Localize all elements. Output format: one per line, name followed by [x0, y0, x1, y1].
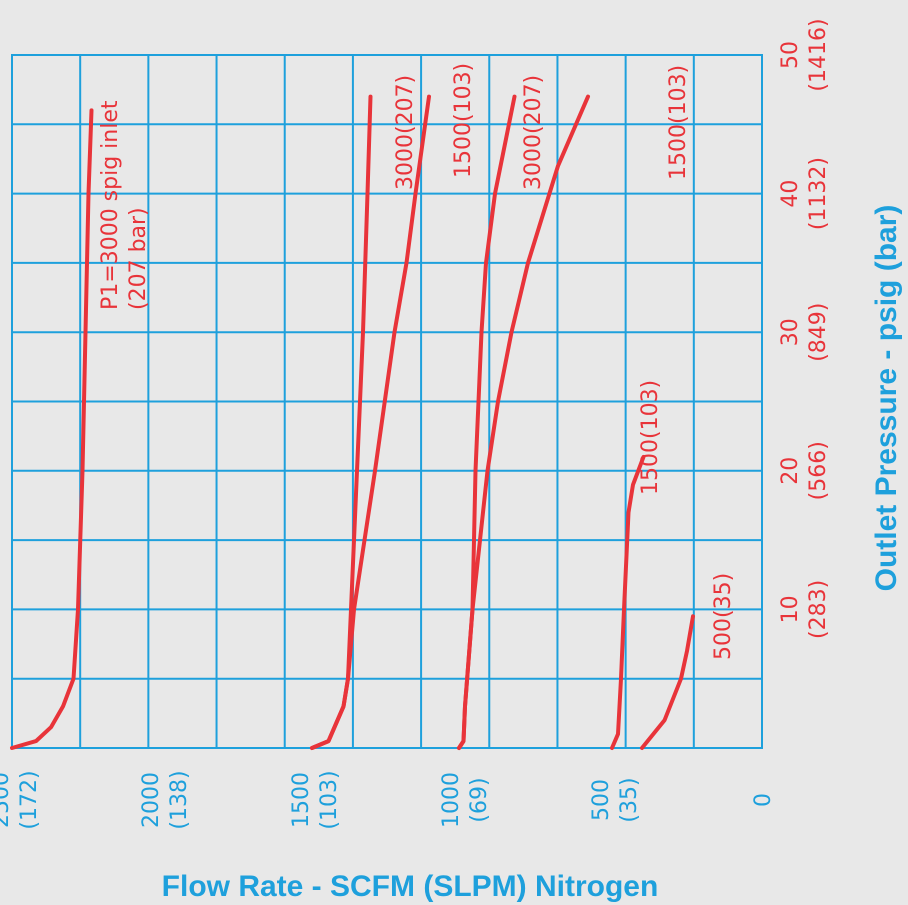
- x-tick-label: (849): [806, 303, 831, 362]
- y-axis-ticks: 0 500 (35) 1000 (69) 1500 (103) 2000 (138) 2500 (1…: [0, 770, 776, 829]
- series-label-1: (207 bar): [126, 207, 151, 310]
- chart-curve-labels: P1=3000 spig inlet (207 bar) 3000(207) 1500…: [98, 63, 736, 660]
- y-axis-title: Flow Rate - SCFM (SLPM) Nitrogen: [162, 870, 659, 903]
- x-tick-label: (566): [806, 441, 831, 500]
- x-tick-label: 20: [778, 457, 803, 485]
- chart-grid: [11, 54, 763, 749]
- x-tick-label: (1132): [806, 157, 831, 230]
- x-tick-label: 30: [778, 318, 803, 346]
- series-line-6: [610, 454, 646, 750]
- x-tick-label: (1416): [806, 18, 831, 91]
- series-line-7: [640, 614, 695, 750]
- y-tick-label: 1500: [289, 772, 314, 828]
- y-tick-label: 2500: [0, 772, 14, 828]
- series-label-3: 1500(103): [451, 63, 476, 178]
- x-tick-label: 50: [778, 41, 803, 69]
- chart-curves: [10, 94, 695, 750]
- x-tick-label: (283): [806, 580, 831, 639]
- y-tick-label: 2000: [139, 772, 164, 828]
- y-tick-label: 0: [751, 793, 776, 807]
- y-tick-label: (138): [167, 770, 192, 829]
- series-label-7: 500(35): [711, 573, 736, 660]
- y-tick-label: (35): [617, 777, 642, 822]
- y-tick-label: 1000: [439, 772, 464, 828]
- series-label-5: 1500(103): [666, 65, 691, 180]
- series-line-3: [310, 94, 431, 750]
- y-tick-label: (172): [17, 770, 42, 829]
- x-tick-label: 10: [778, 595, 803, 623]
- x-tick-label: 40: [778, 180, 803, 208]
- series-line-5: [457, 94, 590, 750]
- series-label-1: P1=3000 spig inlet: [98, 100, 123, 310]
- series-label-4: 3000(207): [521, 75, 546, 190]
- y-tick-label: (103): [317, 770, 342, 829]
- series-line-1: [10, 108, 94, 750]
- series-label-6: 1500(103): [638, 380, 663, 495]
- y-tick-label: 500: [589, 779, 614, 821]
- series-label-2: 3000(207): [393, 75, 418, 190]
- y-tick-label: (69): [467, 777, 492, 822]
- x-axis-ticks: 10 (283) 20 (566) 30 (849) 40 (1132) 50 (1416): [778, 18, 831, 639]
- x-axis-title: Outlet Pressure - psig (bar): [870, 205, 903, 592]
